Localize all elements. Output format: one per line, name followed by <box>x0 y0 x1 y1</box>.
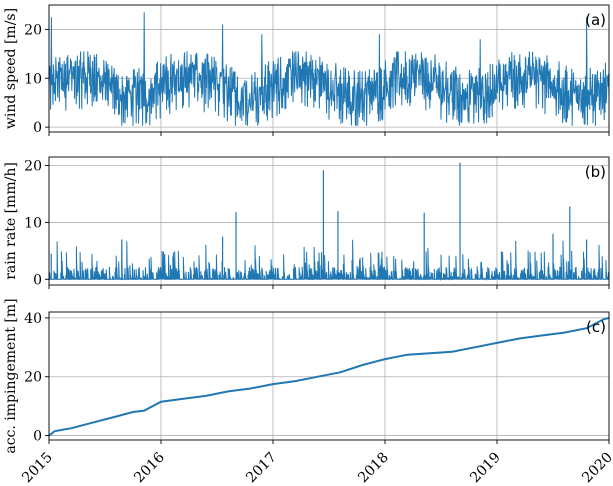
axes-frame <box>48 311 610 441</box>
axes-frame <box>48 4 610 133</box>
x-tick-label: 2017 <box>243 450 280 486</box>
y-tick-label: 20 <box>24 370 42 386</box>
x-tick-label: 2018 <box>355 450 392 486</box>
y-tick-label: 10 <box>24 71 42 87</box>
axes-frame <box>48 156 610 286</box>
y-axis-label: acc. impingement [m] <box>3 298 19 453</box>
y-tick-label: 0 <box>33 429 42 445</box>
x-tick-label: 2015 <box>19 450 56 486</box>
x-tick-label: 2020 <box>579 450 613 486</box>
panel-label: (a) <box>585 11 606 29</box>
y-tick-label: 40 <box>24 311 42 327</box>
y-axis-label: wind speed [m/s] <box>3 8 19 129</box>
panel-a: 0 10 20 wind speed [m/s] (a) <box>3 4 610 136</box>
x-tick-label: 2019 <box>467 450 504 486</box>
y-tick-label: 20 <box>24 159 42 175</box>
x-tick-label: 2016 <box>131 449 168 486</box>
acc-impingement-line <box>48 316 610 437</box>
y-tick-label: 10 <box>24 215 42 231</box>
gridlines <box>48 312 610 440</box>
panel-label: (b) <box>585 163 606 181</box>
panel-label: (c) <box>586 318 606 336</box>
panel-b: 0 10 20 rain rate [mm/h] (b) <box>3 156 610 289</box>
wind-speed-line <box>48 12 610 126</box>
panel-c: 0 20 40 2015 2016 2017 2018 2019 2020 acc. imping… <box>3 298 613 486</box>
y-tick-label: 20 <box>24 22 42 38</box>
y-tick-label: 0 <box>33 272 42 288</box>
y-tick-label: 0 <box>33 120 42 136</box>
y-axis-label: rain rate [mm/h] <box>3 162 19 280</box>
rain-rate-line <box>49 239 610 282</box>
